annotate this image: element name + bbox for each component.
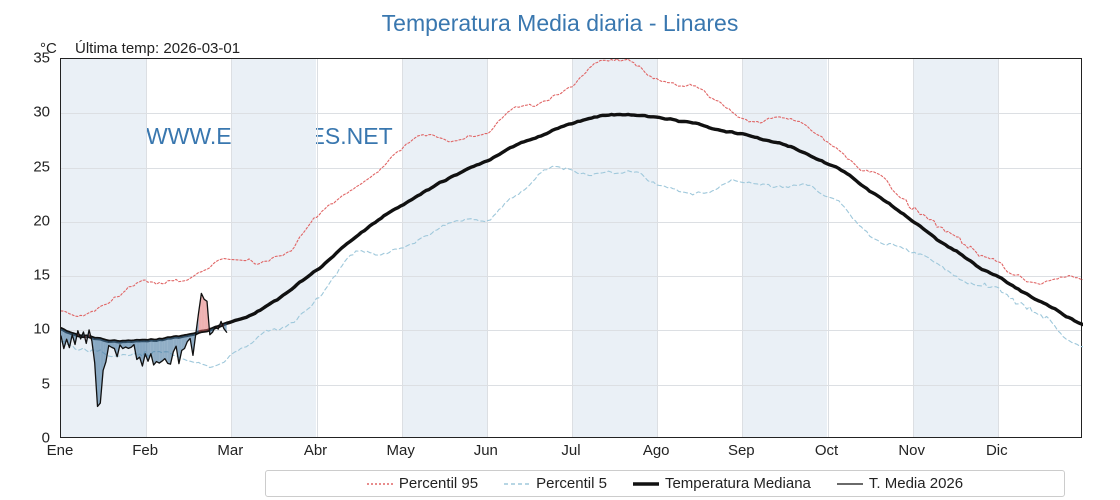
xtick-mar: Mar (217, 442, 243, 459)
legend-item-percentil5: Percentil 5 (504, 475, 607, 492)
legend-item-mediana: Temperatura Mediana (633, 475, 811, 492)
ytick-5: 5 (0, 375, 50, 392)
ytick-20: 20 (0, 212, 50, 229)
ytick-35: 35 (0, 50, 50, 67)
xtick-jul: Jul (561, 442, 580, 459)
ytick-0: 0 (0, 430, 50, 447)
xtick-dic: Dic (986, 442, 1008, 459)
percentil5-line-icon (504, 479, 530, 489)
chart-lines-svg (61, 59, 1083, 439)
ytick-15: 15 (0, 267, 50, 284)
xtick-ene: Ene (47, 442, 74, 459)
legend-label-mediana: Temperatura Mediana (665, 475, 811, 492)
xtick-nov: Nov (898, 442, 925, 459)
legend-label-percentil95: Percentil 95 (399, 475, 478, 492)
xtick-oct: Oct (815, 442, 838, 459)
last-temp-label: Última temp: 2026-03-01 (75, 40, 240, 57)
xtick-jun: Jun (474, 442, 498, 459)
xtick-abr: Abr (304, 442, 327, 459)
percentil95-line-icon (367, 479, 393, 489)
legend-label-percentil5: Percentil 5 (536, 475, 607, 492)
xtick-sep: Sep (728, 442, 755, 459)
legend-label-actual: T. Media 2026 (869, 475, 963, 492)
mediana-line-icon (633, 479, 659, 489)
xtick-may: May (387, 442, 415, 459)
xtick-ago: Ago (643, 442, 670, 459)
plot-area: WWW.EMBALSES.NET (60, 58, 1082, 438)
chart-legend: Percentil 95 Percentil 5 Temperatura Med… (265, 470, 1065, 497)
legend-item-actual: T. Media 2026 (837, 475, 963, 492)
legend-item-percentil95: Percentil 95 (367, 475, 478, 492)
actual-line-icon (837, 479, 863, 489)
chart-title: Temperatura Media diaria - Linares (0, 10, 1120, 37)
ytick-10: 10 (0, 321, 50, 338)
xtick-feb: Feb (132, 442, 158, 459)
ytick-25: 25 (0, 158, 50, 175)
chart-container: Temperatura Media diaria - Linares °C Úl… (0, 0, 1120, 500)
ytick-30: 30 (0, 104, 50, 121)
